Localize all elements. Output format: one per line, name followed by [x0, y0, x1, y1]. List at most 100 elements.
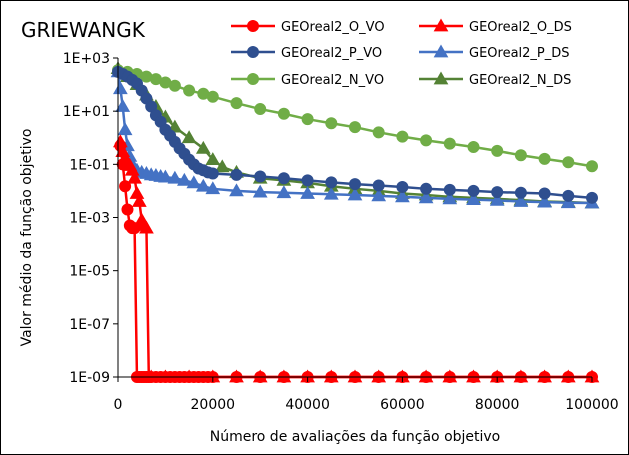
y-tick-label: 1E-07 [69, 317, 110, 333]
legend-item: GEOreal2_O_DS [419, 18, 572, 35]
data-point [131, 193, 147, 207]
legend-marker [247, 20, 259, 32]
y-tick-label: 1E-03 [69, 211, 110, 227]
data-point [139, 220, 154, 234]
legend-label: GEOreal2_N_DS [469, 73, 571, 88]
data-point [467, 140, 480, 153]
plot-area: 1E-09 1E-07 1E-05 1E-03 1E-01 1E+01 1E+03 0 200… [63, 51, 619, 413]
data-point [113, 81, 128, 95]
data-point [325, 176, 338, 189]
data-point [560, 195, 576, 209]
legend-marker [247, 46, 259, 58]
legend-item: GEOreal2_P_DS [419, 44, 570, 61]
data-point [127, 170, 142, 184]
data-point [443, 137, 456, 150]
y-tick-label: 1E+01 [63, 104, 110, 120]
x-tick-label: 80000 [475, 397, 520, 413]
legend-marker [433, 71, 449, 85]
data-point [562, 189, 575, 202]
x-tick-label: 0 [114, 397, 123, 413]
y-tick-label: 1E-05 [69, 264, 110, 280]
data-point [537, 194, 552, 208]
data-point [442, 191, 458, 205]
legend-item: GEOreal2_N_DS [419, 71, 571, 88]
data-point [229, 183, 244, 197]
x-tick-label: 40000 [285, 397, 330, 413]
data-point [562, 156, 575, 169]
data-point [206, 167, 219, 180]
data-point [116, 158, 129, 171]
data-point [186, 175, 202, 189]
legend-marker [247, 73, 259, 85]
series-layer [110, 61, 600, 383]
legend-item: GEOreal2_P_VO [231, 46, 382, 61]
data-point [466, 192, 481, 206]
data-point [349, 121, 361, 134]
data-point [206, 90, 219, 103]
series-GEOreal2_O_VO [114, 139, 598, 383]
legend-label: GEOreal2_O_DS [469, 20, 572, 35]
legend-label: GEOreal2_O_VO [281, 20, 385, 35]
data-point [230, 97, 243, 110]
data-point [195, 140, 211, 154]
x-tick-label: 60000 [380, 397, 425, 413]
data-point [347, 187, 363, 201]
y-axis-label: Valor médio da função objetivo [19, 129, 35, 347]
data-point [323, 186, 339, 200]
series-GEOreal2_P_VO [112, 65, 598, 204]
legend: GEOreal2_O_VO GEOreal2_O_DS GEOreal2_P_VO G… [231, 18, 572, 88]
y-ticks: 1E-09 1E-07 1E-05 1E-03 1E-01 1E+01 1E+03 [63, 51, 118, 386]
data-point [277, 172, 290, 185]
data-point [325, 117, 338, 130]
data-point [514, 149, 527, 162]
data-point [176, 172, 192, 186]
data-point [254, 170, 267, 183]
x-tick-label: 20000 [191, 397, 236, 413]
data-point [420, 134, 433, 147]
data-point [119, 180, 132, 193]
data-point [372, 179, 385, 192]
data-point [214, 159, 230, 173]
data-point [205, 152, 221, 166]
series-line [119, 141, 592, 379]
data-point [586, 191, 598, 204]
data-point [195, 178, 211, 192]
legend-marker [433, 44, 449, 58]
legend-item: GEOreal2_N_VO [231, 73, 384, 88]
data-point [128, 222, 141, 235]
data-point [443, 183, 456, 196]
data-point [514, 186, 527, 199]
data-point [371, 188, 387, 202]
legend-label: GEOreal2_N_VO [281, 73, 384, 88]
data-point [396, 181, 409, 194]
data-point [254, 103, 267, 116]
data-point [252, 184, 268, 198]
data-point [277, 107, 290, 120]
data-point [115, 98, 131, 112]
chart-title: GRIEWANGK [21, 18, 146, 42]
y-tick-label: 1E-01 [69, 157, 110, 173]
x-axis-label: Número de avaliações da função objetivo [210, 429, 501, 445]
data-point [168, 79, 181, 92]
x-tick-label: 100000 [565, 397, 618, 413]
legend-marker [433, 18, 449, 32]
data-point [181, 130, 197, 144]
x-ticks: 0 20000 40000 60000 80000 100000 [114, 377, 619, 413]
data-point [114, 139, 127, 152]
legend-item: GEOreal2_O_VO [231, 20, 385, 35]
data-point [205, 181, 221, 195]
data-point [395, 189, 410, 203]
data-point [513, 193, 529, 207]
data-point [396, 130, 409, 143]
data-point [491, 186, 504, 199]
data-point [418, 190, 434, 204]
legend-label: GEOreal2_P_VO [281, 46, 382, 61]
data-point [420, 182, 433, 195]
data-point [183, 84, 196, 97]
legend-label: GEOreal2_P_DS [469, 46, 570, 61]
data-point [129, 185, 145, 199]
data-point [489, 192, 505, 206]
data-point [167, 170, 183, 184]
